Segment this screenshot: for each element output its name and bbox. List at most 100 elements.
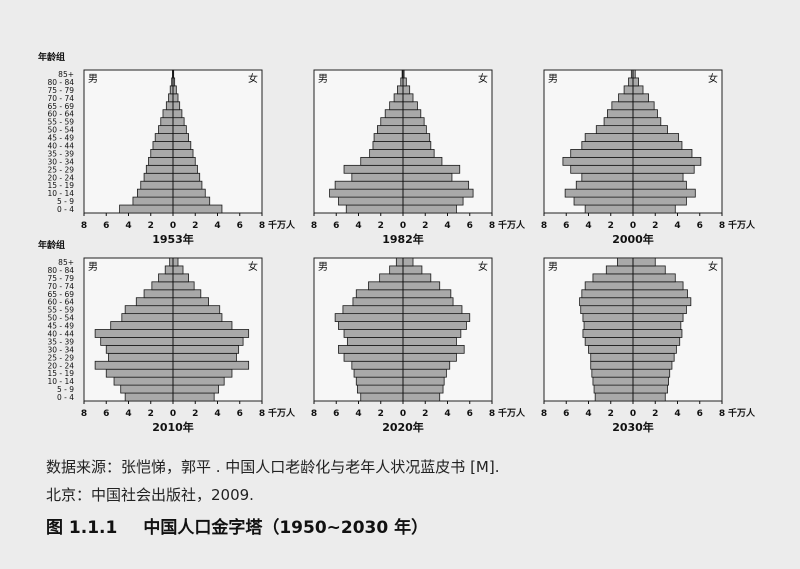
caption-title: 中国人口金字塔（1950~2030 年）: [143, 518, 429, 538]
caption-number: 图 1.1.1: [46, 518, 118, 538]
x-tick-label: 8: [81, 409, 87, 419]
figure-caption: 图 1.1.1 中国人口金字塔（1950~2030 年）: [46, 513, 428, 538]
bar-female: [402, 321, 467, 330]
x-tick-label: 2: [652, 221, 658, 231]
age-tick-label: 75 - 79: [47, 274, 74, 283]
bar-female: [172, 297, 209, 307]
bar-male: [603, 117, 634, 127]
bar-female: [402, 289, 452, 299]
chart-title: 1953年: [152, 232, 194, 246]
bar-female: [402, 133, 431, 142]
bar-male: [351, 360, 404, 370]
bar-female: [402, 117, 425, 127]
x-tick-label: 6: [333, 221, 339, 231]
bar-male: [169, 257, 174, 267]
x-tick-label: 0: [400, 409, 406, 419]
bar-female: [172, 196, 211, 206]
source-line-2: 北京：中国社会出版社，2009.: [46, 486, 254, 504]
x-tick-label: 4: [125, 409, 131, 419]
bar-female: [632, 257, 656, 267]
x-tick-label: 4: [125, 221, 131, 231]
bar-male: [593, 384, 634, 394]
chart-title: 2020年: [382, 420, 424, 434]
bar-female: [402, 305, 463, 315]
pyramid-charts: 男女8 6 4 2 0 2 4 6 8 千万人1953年年龄组0 - 45 - 910 - 141…: [38, 51, 756, 434]
x-tick-label: 2: [608, 221, 614, 231]
female-label: 女: [248, 260, 258, 273]
bar-female: [172, 188, 206, 198]
bar-male: [582, 313, 634, 322]
x-tick-label: 2: [422, 221, 428, 231]
x-tick-label: 6: [467, 221, 473, 231]
bar-male: [136, 188, 174, 198]
bar-female: [632, 344, 677, 354]
bar-female: [172, 109, 183, 119]
source-line-1: 数据来源：张恺悌，郭平 . 中国人口老龄化与老年人状况蓝皮书 [M].: [46, 458, 500, 476]
male-label: 男: [548, 261, 558, 273]
age-tick-label: 50 - 54: [47, 126, 74, 135]
bar-female: [632, 125, 668, 134]
x-tick-label: 6: [563, 221, 569, 231]
bar-male: [372, 141, 404, 150]
age-tick-label: 10 - 14: [47, 189, 74, 198]
x-tick-label: 4: [585, 409, 591, 419]
female-label: 女: [248, 72, 258, 85]
bar-male: [389, 265, 404, 275]
bar-male: [393, 93, 404, 103]
x-tick-label: 2: [148, 409, 154, 419]
age-tick-label: 40 - 44: [47, 329, 74, 338]
bar-male: [628, 77, 634, 87]
female-label: 女: [478, 260, 488, 273]
x-tick-label: 8: [541, 409, 547, 419]
bar-male: [584, 133, 634, 142]
female-label: 女: [708, 72, 718, 85]
age-tick-label: 30 - 34: [47, 345, 74, 354]
x-unit-label: 千万人: [268, 407, 296, 419]
age-tick-label: 20 - 24: [47, 173, 74, 182]
x-tick-label: 8: [489, 409, 495, 419]
bar-male: [581, 289, 634, 299]
bar-male: [623, 85, 634, 95]
x-tick-label: 4: [674, 221, 680, 231]
age-tick-label: 60 - 64: [47, 110, 74, 119]
bar-female: [172, 281, 195, 291]
bar-male: [356, 384, 404, 394]
bar-male: [165, 101, 174, 111]
x-tick-label: 2: [378, 221, 384, 231]
x-tick-label: 6: [103, 409, 109, 419]
bar-female: [632, 93, 649, 103]
bar-male: [373, 133, 404, 142]
age-tick-label: 80 - 84: [47, 78, 74, 87]
age-tick-label: 0 - 4: [57, 393, 74, 402]
male-label: 男: [548, 73, 558, 85]
x-tick-label: 0: [630, 409, 636, 419]
bar-female: [172, 329, 250, 338]
bar-male: [611, 101, 634, 111]
bar-female: [402, 109, 422, 119]
bar-male: [389, 101, 404, 111]
bar-male: [581, 172, 634, 182]
bar-female: [172, 305, 221, 315]
x-tick-label: 8: [719, 221, 725, 231]
x-tick-label: 6: [333, 409, 339, 419]
bar-female: [402, 376, 445, 386]
bar-female: [402, 149, 435, 158]
age-tick-label: 55 - 59: [47, 118, 74, 127]
bar-female: [172, 180, 203, 190]
bar-male: [395, 257, 404, 267]
age-tick-label: 35 - 39: [47, 337, 74, 346]
bar-female: [172, 172, 201, 182]
x-tick-label: 6: [237, 221, 243, 231]
x-unit-label: 千万人: [728, 219, 756, 231]
x-tick-label: 0: [630, 221, 636, 231]
bar-male: [154, 133, 174, 142]
bar-female: [632, 337, 681, 346]
bar-male: [162, 109, 174, 119]
bar-female: [632, 156, 702, 166]
bar-male: [368, 281, 404, 291]
x-tick-label: 8: [259, 409, 265, 419]
bar-female: [402, 93, 414, 103]
bar-male: [94, 329, 174, 338]
x-unit-label: 千万人: [268, 219, 296, 231]
bar-male: [570, 164, 634, 174]
